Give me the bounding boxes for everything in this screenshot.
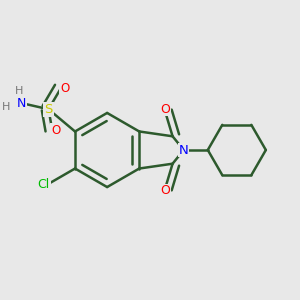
Text: N: N bbox=[17, 97, 26, 110]
Text: H: H bbox=[2, 102, 11, 112]
Text: H: H bbox=[15, 86, 23, 96]
Text: O: O bbox=[160, 103, 170, 116]
Text: S: S bbox=[44, 103, 53, 116]
Text: O: O bbox=[160, 184, 170, 197]
Text: O: O bbox=[51, 124, 61, 137]
Text: Cl: Cl bbox=[38, 178, 50, 191]
Text: N: N bbox=[179, 143, 189, 157]
Text: O: O bbox=[60, 82, 69, 95]
